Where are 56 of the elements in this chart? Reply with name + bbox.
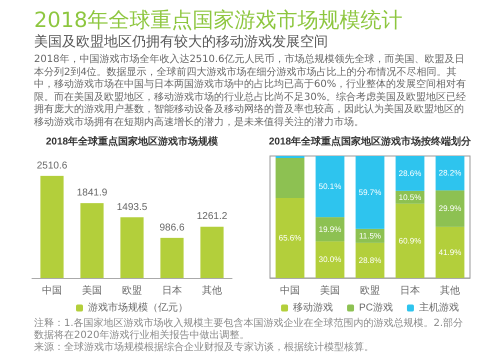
- x-tick-label: 欧盟: [122, 284, 142, 296]
- data-label: 1841.9: [76, 188, 108, 199]
- data-label: 60.9%: [398, 236, 422, 246]
- bar: [40, 176, 64, 278]
- bar: [316, 156, 344, 218]
- bar: [120, 217, 144, 278]
- data-label: 28.6%: [398, 168, 422, 178]
- x-tick-label: 中国: [42, 284, 62, 296]
- text: 2018年，中国游戏市场全年收入达2510.6亿元人民币，市场总规模领先全球，而美国、欧盟及日本分列2到4位。数据显示，全球前四大游戏市场在细分游戏市场占比上的分布情况不尽相同。其中，移动游戏市场在中国与日本两国游戏市场中的占比均已高于60%，行业整体的发展空间相对有限。而在美国及欧盟地区，移动游戏市场的行业总占比尚不足30%。综合考虑美国及欧盟地区已经拥有庞大的游戏用户基数，智能移动设备及移动网络的普及率也较高，因此认为美国及欧盟地区的移动游戏市场拥有在短期内高速增长的潜力，是未来值得关注的潜力市场。: [34, 54, 468, 129]
- x-tick-label: 日本: [162, 284, 182, 296]
- bar: [276, 158, 304, 198]
- x-tick-label: 其他: [202, 284, 222, 296]
- data-label: 29.9%: [438, 204, 462, 214]
- x-tick-label: 中国: [280, 284, 300, 296]
- data-label: 986.6: [159, 222, 185, 234]
- data-label: 11.5%: [358, 231, 382, 240]
- legend-label: 移动游戏: [293, 302, 334, 314]
- data-label: 10.5%: [398, 192, 422, 202]
- data-label: 59.7%: [358, 188, 382, 197]
- chart-title: 2018年全球重点国家地区游戏市场按终端划分: [268, 136, 472, 148]
- legend-label: PC游戏: [359, 302, 393, 314]
- data-label: 28.2%: [438, 168, 462, 178]
- data-label: 65.6%: [278, 233, 302, 242]
- data-label: 19.9%: [318, 224, 342, 234]
- bar: [356, 242, 384, 278]
- legend-label: 游戏市场规模（亿元）: [88, 302, 188, 314]
- data-label: 2510.6: [36, 160, 68, 172]
- data-label: 28.8%: [358, 256, 382, 265]
- text: 2018年全球重点国家游戏市场规模统计: [34, 7, 402, 34]
- bar: [396, 156, 424, 191]
- bar: [316, 217, 344, 242]
- data-label: 1493.5: [116, 202, 148, 213]
- bar: [80, 203, 104, 278]
- bar: [356, 156, 384, 229]
- data-label: 41.9%: [438, 248, 462, 257]
- x-tick-label: 日本: [400, 284, 420, 296]
- bar: [436, 156, 464, 190]
- x-tick-label: 欧盟: [360, 284, 380, 296]
- bar: [276, 198, 304, 278]
- chart-title: 2018年全球重点国家地区游戏市场规模: [46, 136, 220, 148]
- bar: [436, 190, 464, 227]
- x-tick-label: 其他: [440, 284, 460, 296]
- legend-label: 主机游戏: [418, 302, 459, 314]
- source-note: 来源：全球游戏市场规模根据综合企业财报及专家访谈，根据统计模型核算。: [34, 342, 375, 354]
- bar: [396, 204, 424, 278]
- bar: [316, 241, 344, 278]
- data-label: 50.1%: [318, 182, 342, 192]
- data-label: 1261.2: [196, 211, 228, 222]
- bar: [200, 226, 224, 278]
- text: 美国及欧盟地区仍拥有较大的移动游戏发展空间: [34, 33, 328, 51]
- x-tick-label: 美国: [82, 284, 102, 296]
- bar: [160, 238, 184, 278]
- bar: [436, 226, 464, 278]
- x-tick-label: 美国: [320, 284, 340, 296]
- text: 注释：1.各国家地区游戏市场收入规模主要包含本国游戏企业在全球范围内的游戏总规模。2.部分数据将在2020年游戏行业相关报告中做出调整。: [34, 318, 464, 342]
- data-label: 30.0%: [318, 255, 342, 264]
